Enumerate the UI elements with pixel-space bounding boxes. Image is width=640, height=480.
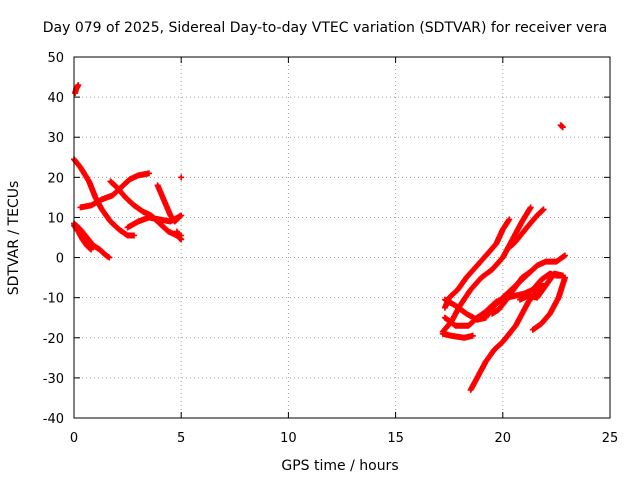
data-point [527, 268, 534, 275]
data-point [178, 174, 185, 181]
y-tick-label: 30 [47, 131, 64, 146]
plot-frame [73, 56, 611, 419]
data-point [146, 170, 153, 177]
y-tick-label: -20 [43, 332, 64, 347]
data-point [561, 274, 568, 281]
data-point [527, 204, 534, 211]
data-point [506, 216, 513, 223]
data-point [88, 246, 95, 253]
data-point [175, 215, 182, 222]
data-point [539, 207, 546, 214]
x-tick-label: 10 [280, 431, 297, 446]
chart-title: Day 079 of 2025, Sidereal Day-to-day VTE… [43, 20, 607, 36]
y-tick-label: 40 [47, 91, 64, 106]
data-point [87, 245, 94, 252]
x-tick-label: 25 [602, 431, 619, 446]
y-tick-label: -30 [43, 372, 64, 387]
y-tick-label: 10 [47, 211, 64, 226]
data-point [538, 280, 545, 287]
y-tick-label: 20 [47, 171, 64, 186]
x-tick-label: 20 [495, 431, 512, 446]
data-point [176, 214, 183, 221]
data-point [561, 252, 568, 259]
x-axis-label: GPS time / hours [281, 458, 398, 474]
y-tick-label: -10 [43, 292, 64, 307]
data-point [75, 82, 82, 89]
grid-lines [74, 57, 610, 418]
data-point [106, 254, 113, 261]
data-point [469, 332, 476, 339]
data-markers [71, 82, 568, 393]
y-tick-label: 0 [56, 252, 64, 267]
y-tick-label: 50 [47, 51, 64, 66]
data-point [540, 206, 547, 213]
axis-ticks: 0 5 10 15 20 25 -40 -30 -20 -10 0 10 20 30 40 50 [43, 51, 619, 446]
x-tick-label: 0 [70, 431, 78, 446]
y-tick-label: -40 [43, 412, 64, 427]
y-axis-label: SDTVAR / TECUs [6, 181, 22, 296]
data-point [178, 236, 185, 243]
data-point [559, 124, 566, 131]
data-point [131, 232, 138, 239]
x-tick-label: 15 [387, 431, 404, 446]
x-tick-label: 5 [177, 431, 185, 446]
